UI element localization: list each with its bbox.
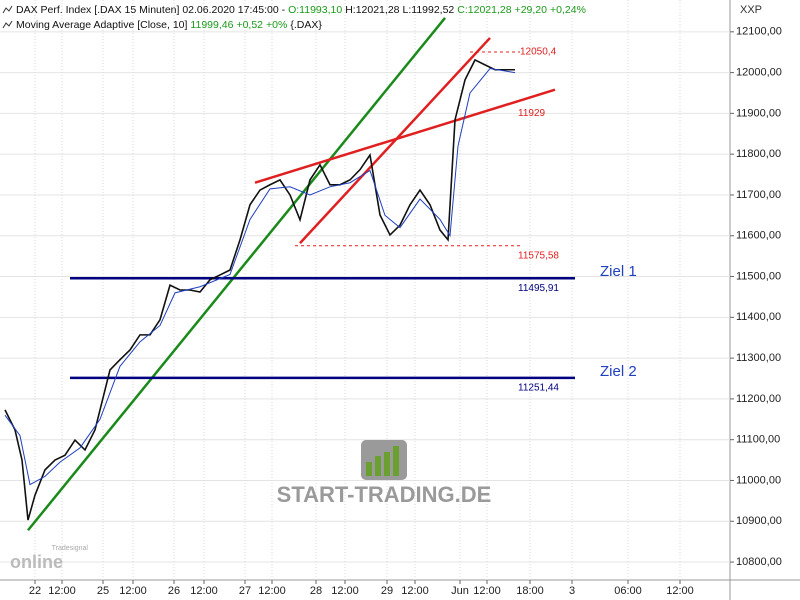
y-tick-label: 11700,00 bbox=[736, 189, 781, 201]
x-tick-label: 06:00 bbox=[614, 585, 642, 597]
y-tick-label: 10800,00 bbox=[736, 556, 782, 568]
header-icon bbox=[2, 20, 13, 29]
logo-small: Tradesignal bbox=[52, 545, 89, 552]
header-part: C:12021,28 bbox=[457, 4, 511, 16]
trend-line bbox=[27, 17, 446, 532]
x-tick-label: 25 bbox=[97, 585, 109, 597]
logo: online bbox=[10, 552, 63, 572]
header-part: L:11992,52 bbox=[403, 4, 455, 16]
level-label: 11929 bbox=[518, 108, 546, 119]
header-part: H:12021,28 bbox=[345, 4, 399, 16]
level-label: 11251,44 bbox=[518, 383, 559, 394]
header-part: DAX Perf. Index [.DAX 15 Minuten] 02.06.… bbox=[16, 4, 286, 16]
y-tick-label: 12100,00 bbox=[736, 26, 782, 38]
x-tick-label: 12:00 bbox=[331, 585, 359, 597]
x-tick-label: Jun bbox=[451, 585, 469, 597]
axis-name: XXP bbox=[740, 4, 762, 16]
x-tick-label: 28 bbox=[310, 585, 322, 597]
target-label: Ziel 2 bbox=[600, 363, 637, 380]
y-tick-label: 11800,00 bbox=[736, 148, 781, 160]
y-tick-label: 11000,00 bbox=[736, 474, 781, 486]
x-tick-label: 12:00 bbox=[48, 585, 76, 597]
watermark: START-TRADING.DE bbox=[277, 482, 492, 507]
series-line bbox=[4, 58, 515, 521]
watermark-icon bbox=[361, 440, 407, 480]
axis-panel bbox=[730, 0, 800, 600]
series-line bbox=[4, 67, 516, 486]
header-part: +0,24% bbox=[550, 4, 586, 16]
y-tick-label: 11400,00 bbox=[736, 311, 781, 323]
x-tick-label: 29 bbox=[381, 585, 393, 597]
header-part: Moving Average Adaptive [Close, 10] bbox=[16, 19, 187, 31]
y-tick-label: 11100,00 bbox=[736, 434, 780, 446]
y-tick-label: 11200,00 bbox=[736, 393, 781, 405]
header-part: {.DAX} bbox=[290, 19, 322, 31]
header-part: +0,52 bbox=[236, 19, 263, 31]
x-tick-label: 12:00 bbox=[119, 585, 147, 597]
y-tick-label: 11500,00 bbox=[736, 270, 781, 282]
header: DAX Perf. Index [.DAX 15 Minuten] 02.06.… bbox=[16, 4, 586, 16]
trend-line bbox=[254, 88, 556, 184]
x-tick-label: 27 bbox=[239, 585, 251, 597]
trend-line bbox=[299, 37, 491, 244]
y-tick-label: 12000,00 bbox=[736, 67, 782, 79]
header-part: +29,20 bbox=[515, 4, 548, 16]
header-icon bbox=[2, 5, 13, 14]
level-label: 12050,4 bbox=[520, 47, 557, 58]
header-part: 11999,46 bbox=[190, 19, 233, 31]
x-tick-label: 12:00 bbox=[190, 585, 218, 597]
header: Moving Average Adaptive [Close, 10] 11999… bbox=[16, 19, 322, 31]
header-part: O:11993,10 bbox=[288, 4, 342, 16]
x-tick-label: 12:00 bbox=[401, 585, 429, 597]
target-label: Ziel 1 bbox=[600, 263, 637, 280]
header-part: +0% bbox=[266, 19, 287, 31]
y-tick-label: 11600,00 bbox=[736, 230, 781, 242]
y-tick-label: 11300,00 bbox=[736, 352, 781, 364]
x-tick-label: 26 bbox=[168, 585, 180, 597]
y-tick-label: 11900,00 bbox=[736, 107, 781, 119]
x-tick-label: 12:00 bbox=[473, 585, 501, 597]
level-label: 11575,58 bbox=[518, 250, 559, 261]
y-tick-label: 10900,00 bbox=[736, 515, 782, 527]
x-tick-label: 12:00 bbox=[258, 585, 286, 597]
x-tick-label: 18:00 bbox=[516, 585, 544, 597]
x-tick-label: 12:00 bbox=[666, 585, 694, 597]
x-tick-label: 3 bbox=[569, 585, 575, 597]
x-tick-label: 22 bbox=[29, 585, 41, 597]
level-label: 11495,91 bbox=[518, 283, 559, 294]
